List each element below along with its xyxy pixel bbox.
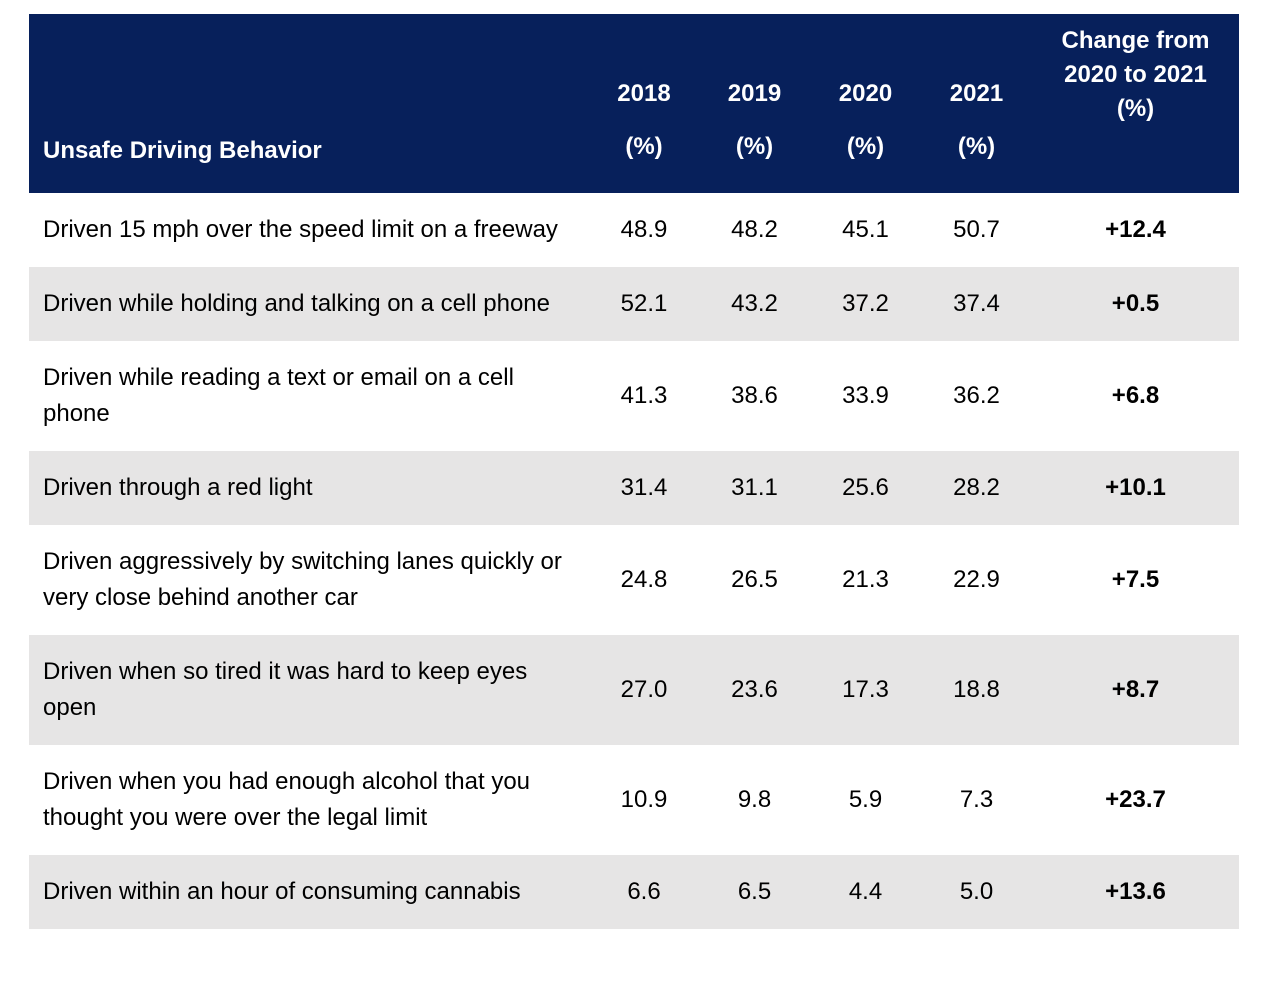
table-row: Driven within an hour of consuming canna… [29,855,1239,929]
value-2021: 36.2 [953,382,1000,409]
value-2021: 5.0 [959,878,994,905]
value-2020: 37.2 [842,290,889,317]
value-2021: 28.2 [953,474,1000,501]
change-value: +13.6 [1105,878,1166,905]
column-header-2019: 2019 (%) [699,14,810,193]
percent-unit-label: (%) [625,133,663,160]
value-2019: 26.5 [731,566,778,593]
percent-unit-label: (%) [846,133,885,160]
table-header-row: Unsafe Driving Behavior 2018 (%) 2019 (%… [29,14,1239,193]
table-row: Driven when you had enough alcohol that … [29,745,1239,855]
behavior-label: Driven when so tired it was hard to keep… [43,658,528,721]
value-2018: 41.3 [620,382,668,409]
value-2018: 10.9 [620,786,668,813]
value-2018: 52.1 [620,290,668,317]
change-header-line: Change from [1061,27,1210,54]
value-2018: 24.8 [620,566,668,593]
table-row: Driven when so tired it was hard to keep… [29,635,1239,745]
value-2019: 31.1 [731,474,778,501]
behavior-label: Driven when you had enough alcohol that … [43,768,531,831]
year-label: 2020 [838,80,893,107]
change-value: +6.8 [1111,382,1160,409]
value-2018: 27.0 [620,676,668,703]
value-2020: 4.4 [848,878,883,905]
change-value: +10.1 [1105,474,1166,501]
change-value: +12.4 [1105,216,1166,243]
value-2021: 50.7 [953,216,1000,243]
value-2020: 21.3 [842,566,889,593]
behavior-label: Driven 15 mph over the speed limit on a … [43,216,558,243]
value-2021: 18.8 [953,676,1000,703]
column-header-2020: 2020 (%) [810,14,921,193]
percent-unit-label: (%) [957,133,996,160]
value-2021: 22.9 [953,566,1000,593]
table-body: Driven 15 mph over the speed limit on a … [29,193,1239,929]
percent-unit-label: (%) [735,133,774,160]
column-header-change: Change from 2020 to 2021 (%) [1032,14,1239,193]
value-2019: 48.2 [731,216,778,243]
value-2018: 6.6 [627,878,661,905]
table-row: Driven while reading a text or email on … [29,341,1239,451]
behavior-label: Driven through a red light [43,474,313,501]
change-header-line: (%) [1116,95,1155,122]
value-2019: 9.8 [737,786,772,813]
table-row: Driven aggressively by switching lanes q… [29,525,1239,635]
value-2020: 33.9 [842,382,889,409]
column-header-2018: 2018 (%) [589,14,699,193]
behavior-label: Driven while holding and talking on a ce… [43,290,550,317]
behavior-header-label: Unsafe Driving Behavior [43,137,322,164]
change-value: +23.7 [1105,786,1166,813]
column-header-2021: 2021 (%) [921,14,1032,193]
table-row: Driven through a red light 31.4 31.1 25.… [29,451,1239,525]
unsafe-driving-table: Unsafe Driving Behavior 2018 (%) 2019 (%… [29,14,1239,929]
year-label: 2021 [949,80,1004,107]
value-2021: 7.3 [959,786,994,813]
year-label: 2018 [617,80,671,107]
value-2018: 31.4 [620,474,668,501]
value-2019: 43.2 [731,290,778,317]
table-row: Driven while holding and talking on a ce… [29,267,1239,341]
change-value: +8.7 [1111,676,1160,703]
value-2019: 38.6 [731,382,778,409]
value-2019: 6.5 [737,878,772,905]
value-2020: 17.3 [842,676,889,703]
behavior-label: Driven aggressively by switching lanes q… [43,548,562,611]
page: Unsafe Driving Behavior 2018 (%) 2019 (%… [29,14,1239,929]
behavior-label: Driven within an hour of consuming canna… [43,878,521,905]
table-row: Driven 15 mph over the speed limit on a … [29,193,1239,267]
value-2020: 5.9 [848,786,883,813]
value-2020: 45.1 [842,216,889,243]
value-2018: 48.9 [620,216,668,243]
change-header-line: 2020 to 2021 [1064,61,1207,88]
value-2020: 25.6 [842,474,889,501]
value-2019: 23.6 [731,676,778,703]
value-2021: 37.4 [953,290,1000,317]
change-value: +0.5 [1111,290,1160,317]
year-label: 2019 [727,80,782,107]
change-value: +7.5 [1111,566,1160,593]
column-header-behavior: Unsafe Driving Behavior [29,14,589,193]
behavior-label: Driven while reading a text or email on … [43,364,514,427]
